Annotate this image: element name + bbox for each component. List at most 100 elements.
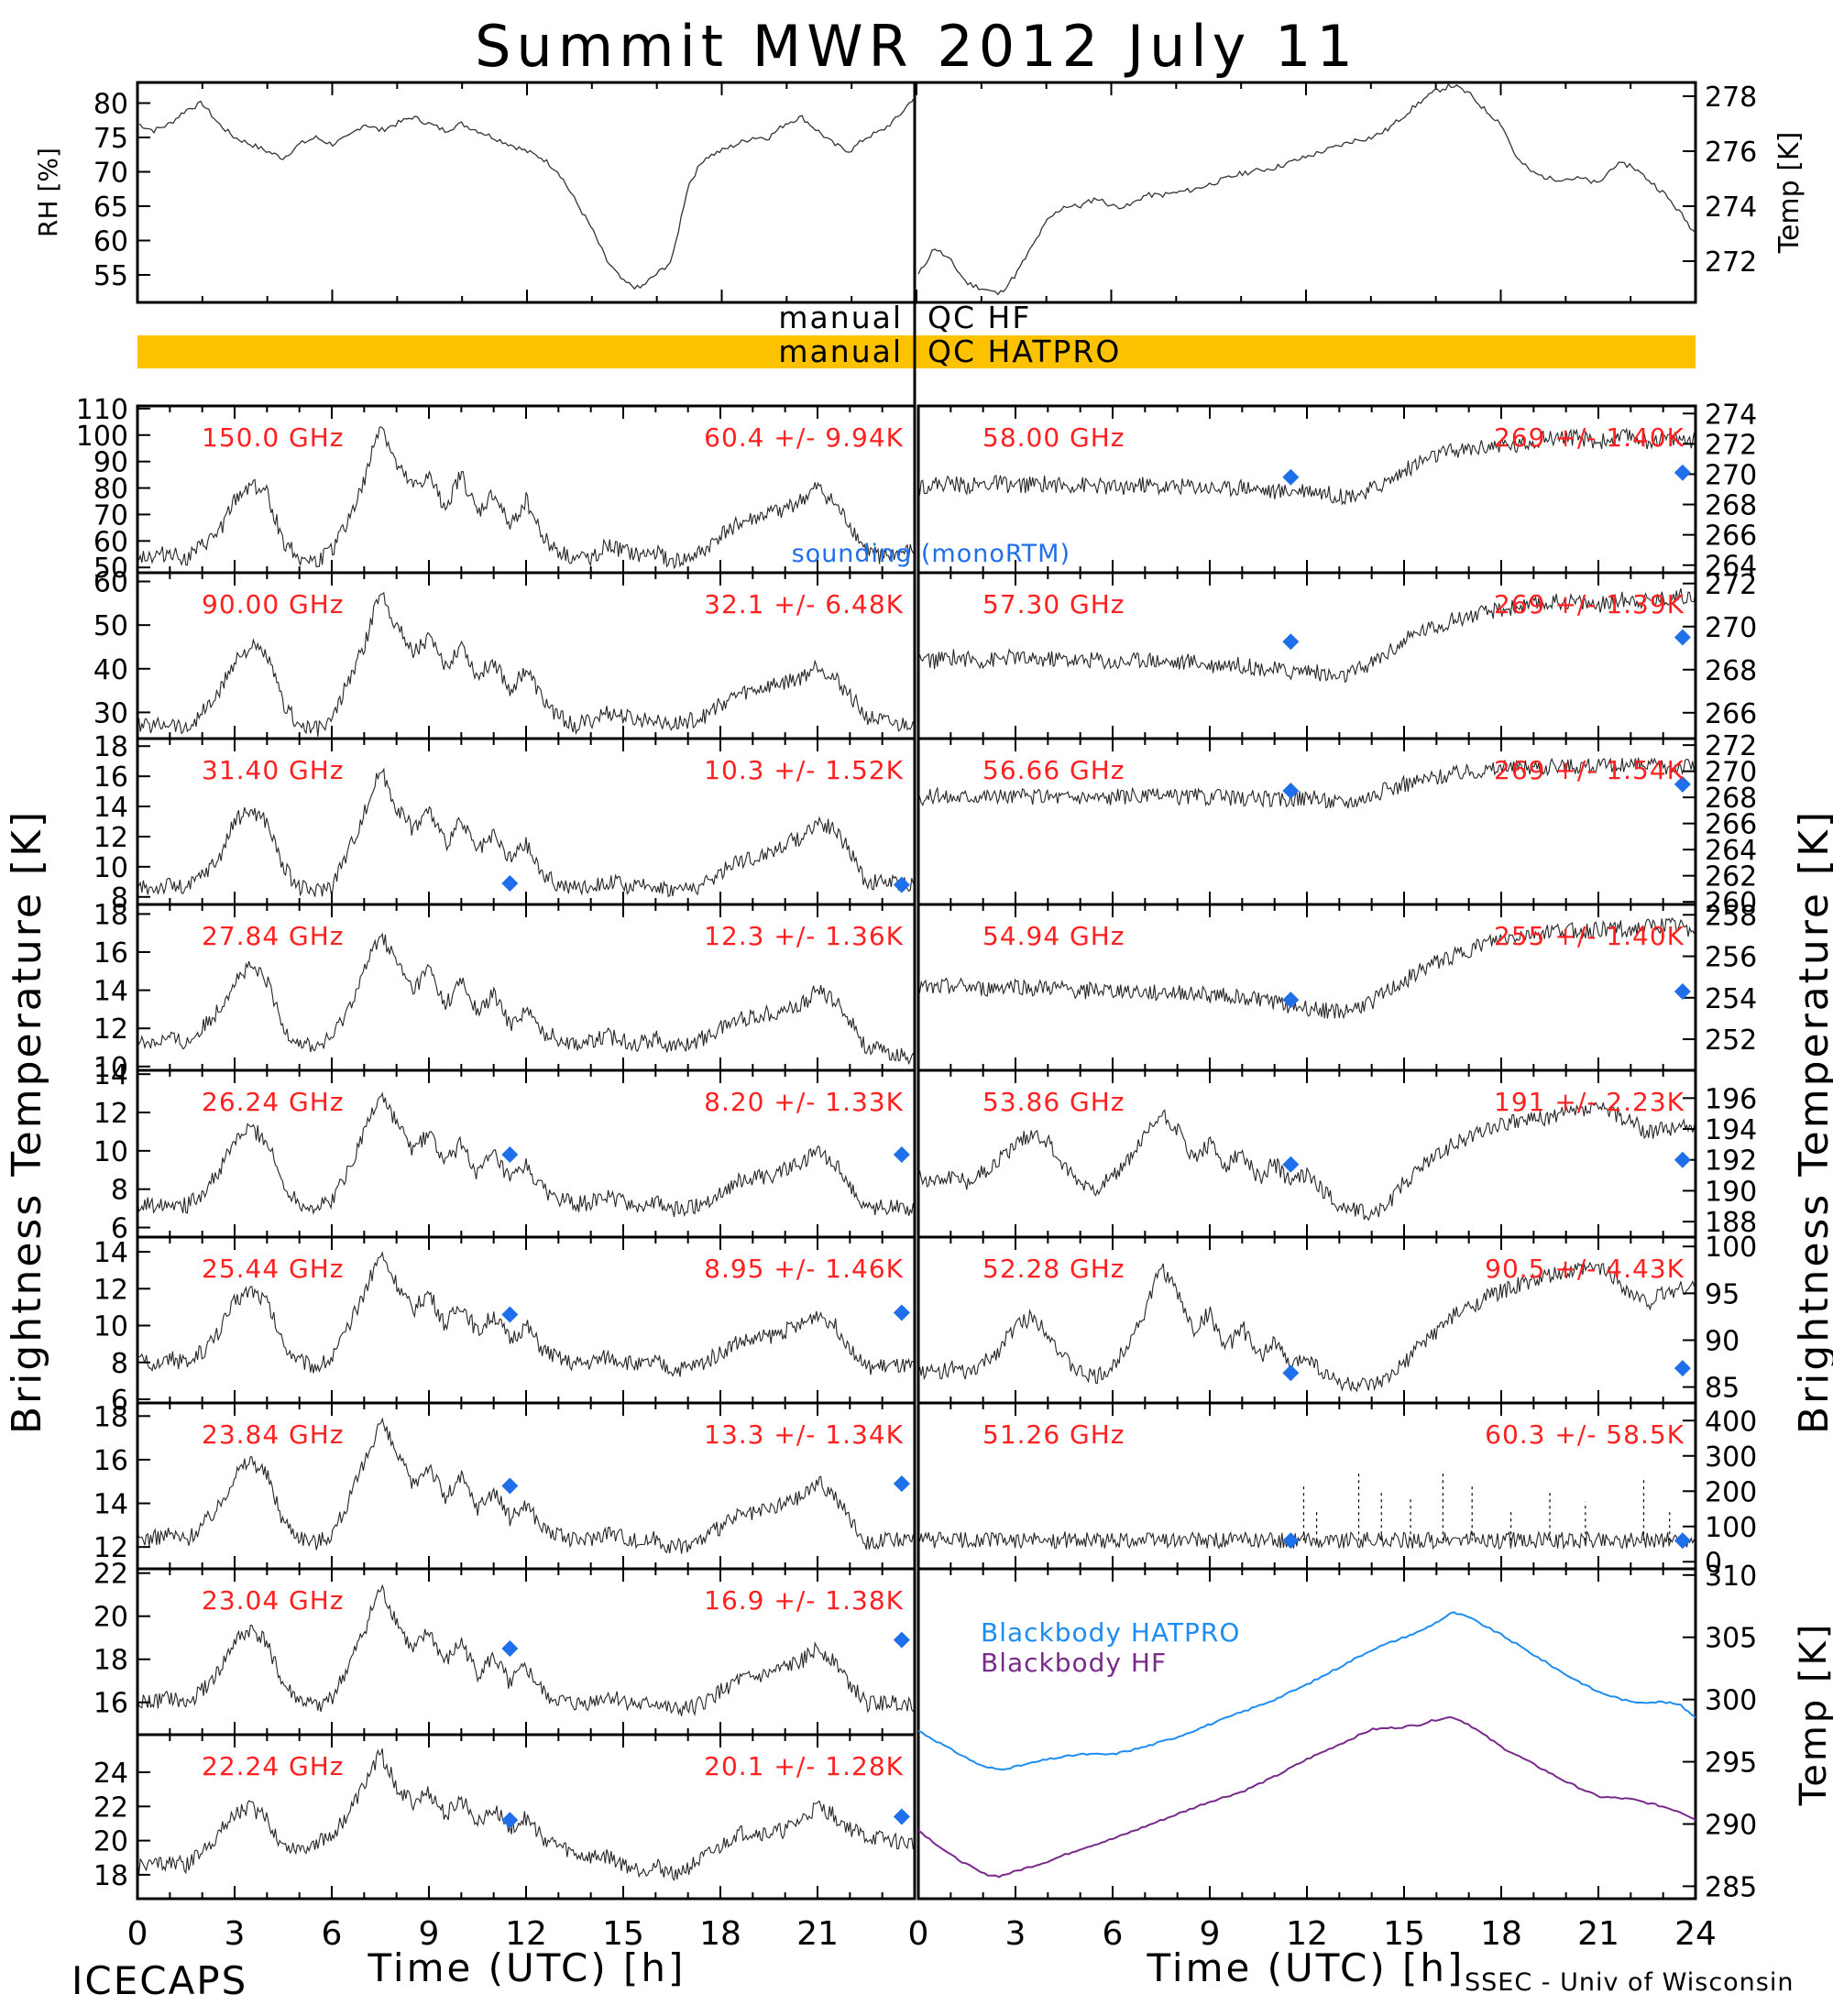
qc-hatpro-right: QC HATPRO xyxy=(927,334,1121,369)
panel-ch2544-freq-label: 25.44 GHz xyxy=(202,1254,345,1284)
panel-ch5730-ytick-label: 266 xyxy=(1705,698,1757,730)
met-temp-ytick-label: 274 xyxy=(1705,192,1757,224)
panel-ch5666-freq-label: 56.66 GHz xyxy=(982,755,1125,785)
panel-ch5228-freq-label: 52.28 GHz xyxy=(982,1254,1125,1284)
bb-legend-hf: Blackbody HF xyxy=(981,1648,1167,1678)
bb-legend-hatpro: Blackbody HATPRO xyxy=(981,1617,1240,1648)
met-temp-ytick-label: 278 xyxy=(1705,82,1757,114)
panel-ch58-ytick-label: 274 xyxy=(1705,399,1757,431)
bb-ylabel: Temp [K] xyxy=(1793,1622,1833,1807)
panel-ch3140-ytick-label: 16 xyxy=(93,761,128,794)
bb-series-hf xyxy=(918,1717,1696,1877)
panel-ch5666-stat-label: 269 +/- 1.54K xyxy=(1494,755,1685,785)
xtick-left-label: 3 xyxy=(225,1915,246,1953)
panel-ch5386-sounding-marker xyxy=(1674,1152,1691,1168)
panel-ch2624-ytick-label: 12 xyxy=(93,1098,128,1130)
panel-ch5730-sounding-marker xyxy=(1674,630,1691,646)
panel-ch2304-sounding-marker xyxy=(894,1632,910,1649)
panel-ch5228-ytick-label: 85 xyxy=(1705,1373,1740,1405)
xtick-left-label: 0 xyxy=(127,1915,148,1953)
panel-ch2784-stat-label: 12.3 +/- 1.36K xyxy=(704,921,904,951)
xtick-left-label: 21 xyxy=(796,1915,839,1953)
panel-ch2384-sounding-marker xyxy=(501,1478,518,1495)
panel-ch2624-sounding-marker xyxy=(501,1146,518,1163)
panel-ch2384-ytick-label: 16 xyxy=(93,1445,128,1477)
panel-ch3140-ytick-label: 14 xyxy=(93,792,128,824)
qc-hf-left: manual xyxy=(778,300,903,335)
panel-ch5228-ytick-label: 100 xyxy=(1705,1232,1757,1264)
panel-ch5228-sounding-marker xyxy=(1674,1360,1691,1376)
xtick-right-label: 6 xyxy=(1103,1915,1124,1953)
panel-ch2304-freq-label: 23.04 GHz xyxy=(202,1585,345,1616)
met-rh-ytick-label: 60 xyxy=(93,226,128,258)
xtick-right-label: 3 xyxy=(1005,1915,1026,1953)
panel-ch2384-freq-label: 23.84 GHz xyxy=(202,1419,345,1450)
met-rh-ytick-label: 55 xyxy=(93,260,128,292)
panel-ch5494-ytick-label: 254 xyxy=(1705,983,1757,1015)
panel-ch5386-ytick-label: 192 xyxy=(1705,1145,1757,1178)
figure-title: Summit MWR 2012 July 11 xyxy=(475,13,1358,80)
panel-ch5386-freq-label: 53.86 GHz xyxy=(982,1087,1125,1117)
sounding-legend: sounding (monoRTM) xyxy=(792,540,1070,568)
panel-ch150-ytick-label: 110 xyxy=(76,394,128,426)
xlabel-left: Time (UTC) [h] xyxy=(368,1945,686,1990)
panel-ch5386-stat-label: 191 +/- 2.23K xyxy=(1494,1087,1685,1117)
panel-ch5494-ytick-label: 252 xyxy=(1705,1024,1757,1057)
panel-bb-ytick-label: 285 xyxy=(1705,1871,1757,1903)
panel-ch58-ytick-label: 270 xyxy=(1705,459,1757,491)
met-rh-ylabel: RH [%] xyxy=(33,148,63,237)
panel-ch5386-sounding-marker xyxy=(1282,1156,1299,1173)
panel-ch5126-ytick-label: 400 xyxy=(1705,1406,1757,1438)
panel-bb-ytick-label: 305 xyxy=(1705,1623,1757,1655)
met-rh-ytick-label: 70 xyxy=(93,158,128,190)
panel-ch90-ytick-label: 40 xyxy=(93,654,128,686)
panel-ch2224-ytick-label: 20 xyxy=(93,1826,128,1858)
panel-ch2224-stat-label: 20.1 +/- 1.28K xyxy=(704,1751,904,1781)
panel-ch150-stat-label: 60.4 +/- 9.94K xyxy=(704,422,904,453)
qc-bar-hf xyxy=(137,302,1696,332)
panel-ch2544-ytick-label: 12 xyxy=(93,1274,128,1306)
panel-ch2384-ytick-label: 18 xyxy=(93,1401,128,1433)
met-temp-ylabel: Temp [K] xyxy=(1773,132,1806,255)
panel-ch58-ytick-label: 272 xyxy=(1705,429,1757,461)
panel-bb-ytick-label: 300 xyxy=(1705,1685,1757,1717)
panel-ch3140-sounding-marker xyxy=(501,875,518,892)
panel-ch2384-sounding-marker xyxy=(894,1475,910,1492)
panel-ch3140-ytick-label: 10 xyxy=(93,852,128,884)
panel-ch2304-ytick-label: 18 xyxy=(93,1645,128,1677)
panel-ch2224-sounding-marker xyxy=(501,1812,518,1828)
panel-ch90-ytick-label: 30 xyxy=(93,697,128,729)
xtick-right-label: 0 xyxy=(908,1915,929,1953)
panel-ch5126-stat-label: 60.3 +/- 58.5K xyxy=(1485,1419,1685,1450)
panel-ch3140-freq-label: 31.40 GHz xyxy=(202,755,345,785)
qc-hf-right: QC HF xyxy=(927,300,1031,335)
panel-ch2304-stat-label: 16.9 +/- 1.38K xyxy=(704,1585,904,1616)
panel-ch5228-stat-label: 90.5 +/- 4.43K xyxy=(1485,1254,1685,1284)
panel-ch2384-stat-label: 13.3 +/- 1.34K xyxy=(704,1419,904,1450)
panel-ch150-freq-label: 150.0 GHz xyxy=(202,422,345,453)
met-rh-trace xyxy=(137,97,915,290)
panel-ch5494-ytick-label: 258 xyxy=(1705,900,1757,932)
panel-ch2624-freq-label: 26.24 GHz xyxy=(202,1087,345,1117)
panel-ch2544-ytick-label: 8 xyxy=(111,1348,128,1380)
panel-ch2784-ytick-label: 16 xyxy=(93,937,128,970)
qc-hatpro-left: manual xyxy=(778,334,903,369)
panel-ch2224-ytick-label: 24 xyxy=(93,1758,128,1790)
panel-ch58-freq-label: 58.00 GHz xyxy=(982,422,1125,453)
panel-ch2784-ytick-label: 12 xyxy=(93,1013,128,1046)
panel-bb-ytick-label: 295 xyxy=(1705,1748,1757,1780)
panel-ch2224-freq-label: 22.24 GHz xyxy=(202,1751,345,1781)
panel-ch58-sounding-marker xyxy=(1282,469,1299,486)
panel-ch5666-ytick-label: 272 xyxy=(1705,730,1757,762)
panel-ch5730-freq-label: 57.30 GHz xyxy=(982,589,1125,619)
panel-bb-ytick-label: 290 xyxy=(1705,1809,1757,1841)
panel-ch5386-ytick-label: 190 xyxy=(1705,1176,1757,1208)
panel-ch2624-sounding-marker xyxy=(894,1146,910,1163)
panel-ch90-stat-label: 32.1 +/- 6.48K xyxy=(704,589,904,619)
panel-ch5126-ytick-label: 300 xyxy=(1705,1441,1757,1474)
panel-ch90-freq-label: 90.00 GHz xyxy=(202,589,345,619)
panel-ch5730-ytick-label: 270 xyxy=(1705,612,1757,644)
panel-ch5228-ytick-label: 90 xyxy=(1705,1325,1740,1357)
ylabel-left: Brightness Temperature [K] xyxy=(4,809,50,1434)
met-rh-ytick-label: 75 xyxy=(93,123,128,155)
